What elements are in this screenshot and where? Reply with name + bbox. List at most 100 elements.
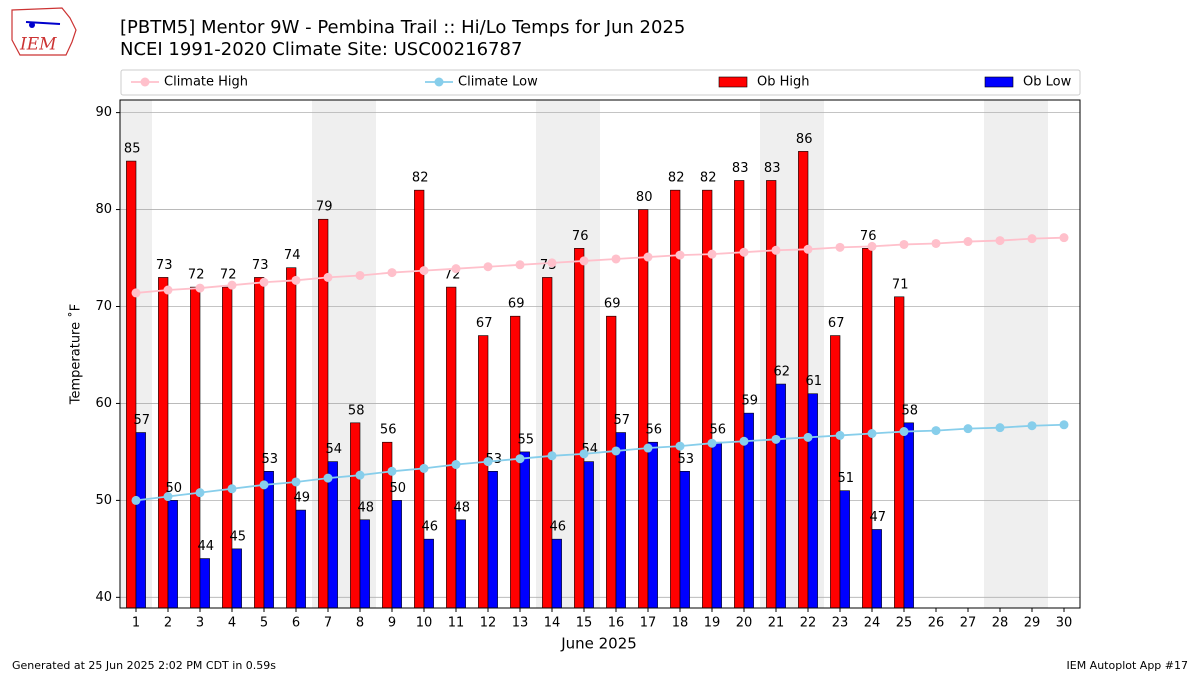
data-label: 62 <box>774 365 791 380</box>
y-tick-label: 70 <box>95 299 112 314</box>
plot-frame <box>119 99 1081 609</box>
marker <box>131 288 141 298</box>
bar <box>542 277 553 609</box>
line <box>135 423 1065 502</box>
data-label: 48 <box>358 500 375 515</box>
marker <box>931 238 941 248</box>
marker <box>547 258 557 268</box>
data-label: 67 <box>828 316 845 331</box>
x-tick-label: 23 <box>832 616 849 631</box>
marker <box>675 250 685 260</box>
bar <box>350 422 361 609</box>
x-tick-label: 4 <box>228 616 236 631</box>
data-label: 72 <box>188 268 205 283</box>
x-tick-label: 19 <box>704 616 721 631</box>
data-label: 80 <box>636 190 653 205</box>
data-label: 56 <box>710 423 727 438</box>
marker <box>195 283 205 293</box>
marker <box>419 266 429 276</box>
bar <box>574 248 585 609</box>
data-label: 46 <box>422 520 439 535</box>
marker <box>451 460 461 470</box>
data-label: 44 <box>198 539 215 554</box>
y-tick-label: 90 <box>95 105 112 120</box>
bar <box>519 451 530 609</box>
data-label: 69 <box>508 297 525 312</box>
marker <box>483 262 493 272</box>
bar <box>606 315 617 609</box>
bar <box>551 538 562 609</box>
data-label: 45 <box>230 529 247 544</box>
data-label: 72 <box>220 268 237 283</box>
data-label: 69 <box>604 297 621 312</box>
marker <box>227 484 237 494</box>
data-label: 48 <box>454 500 471 515</box>
bar <box>446 286 457 609</box>
data-label: 56 <box>380 423 397 438</box>
bar <box>231 548 242 609</box>
legend-label: Climate High <box>164 75 248 90</box>
marker <box>547 451 557 461</box>
bar <box>455 519 466 609</box>
data-label: 83 <box>764 161 781 176</box>
marker <box>227 280 237 290</box>
bar <box>615 432 626 609</box>
y-axis-label: Temperature ˚F <box>68 304 84 405</box>
marker <box>355 470 365 480</box>
marker <box>579 449 589 459</box>
bar <box>391 500 402 609</box>
weekend-band <box>984 100 1048 608</box>
footer: Generated at 25 Jun 2025 2:02 PM CDT in … <box>12 659 276 672</box>
data-label: 86 <box>796 132 813 147</box>
data-label: 50 <box>390 481 407 496</box>
marker <box>1027 234 1037 244</box>
x-tick-label: 16 <box>608 616 625 631</box>
x-tick-label: 5 <box>260 616 268 631</box>
y-tick-label: 80 <box>95 202 112 217</box>
logo: IEM <box>11 7 77 56</box>
x-tick-label: 30 <box>1056 616 1073 631</box>
marker <box>899 239 909 249</box>
x-tick-label: 3 <box>196 616 204 631</box>
line <box>135 236 1065 294</box>
marker <box>803 244 813 254</box>
data-label: 57 <box>614 413 631 428</box>
marker <box>899 427 909 437</box>
marker <box>803 432 813 442</box>
chart-title: [PBTM5] Mentor 9W - Pembina Trail :: Hi/… <box>120 17 685 38</box>
x-tick-label: 26 <box>928 616 945 631</box>
marker <box>707 438 717 448</box>
data-label: 47 <box>870 510 887 525</box>
marker <box>291 275 301 285</box>
data-label: 53 <box>678 452 695 467</box>
x-tick-label: 29 <box>1024 616 1041 631</box>
bar <box>158 277 169 609</box>
bar <box>295 509 306 609</box>
bar <box>807 393 818 609</box>
x-tick-label: 20 <box>736 616 753 631</box>
marker <box>835 430 845 440</box>
marker <box>739 436 749 446</box>
marker <box>995 236 1005 246</box>
x-tick-label: 10 <box>416 616 433 631</box>
marker <box>963 237 973 247</box>
marker <box>1059 420 1069 430</box>
bar <box>894 296 905 609</box>
bar <box>167 500 178 609</box>
bar <box>222 286 233 609</box>
marker <box>451 264 461 274</box>
x-tick-label: 27 <box>960 616 977 631</box>
marker <box>355 270 365 280</box>
data-label: 79 <box>316 200 333 215</box>
x-tick-label: 18 <box>672 616 689 631</box>
legend-label: Climate Low <box>458 75 538 90</box>
x-tick-label: 11 <box>448 616 465 631</box>
data-label: 73 <box>156 258 173 273</box>
marker <box>963 424 973 434</box>
chart-subtitle: NCEI 1991-2020 Climate Site: USC00216787 <box>120 39 522 60</box>
data-label: 74 <box>284 248 301 263</box>
bar <box>862 248 873 609</box>
data-label: 83 <box>732 161 749 176</box>
marker <box>835 242 845 252</box>
data-label: 53 <box>262 452 279 467</box>
